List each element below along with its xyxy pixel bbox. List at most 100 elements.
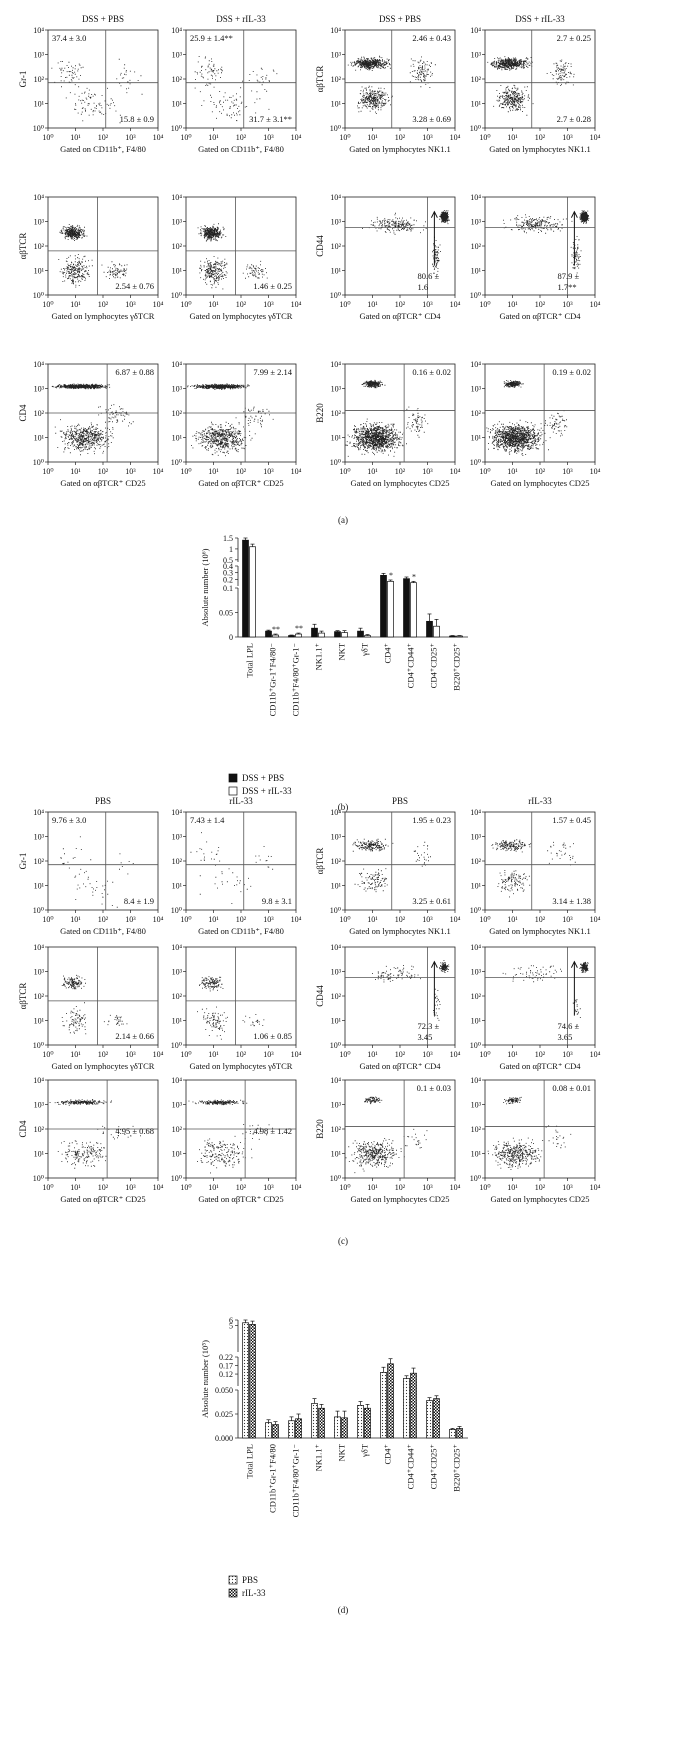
- x-tick-label: 10³: [562, 133, 573, 142]
- event-dots: [60, 836, 134, 908]
- category-label: CD4⁺CD44⁺: [406, 643, 416, 688]
- x-tick-label: 10³: [125, 467, 136, 476]
- x-tick-label: 10⁴: [153, 1183, 164, 1192]
- bar-series2: [249, 546, 256, 638]
- legend-swatch: [228, 1588, 238, 1598]
- x-tick-label: 10¹: [507, 915, 518, 924]
- y-tick-label: 10¹: [172, 1150, 183, 1159]
- category-label: CD11b⁺F4/80⁺Gr-1⁻: [291, 1444, 301, 1517]
- y-tick-label: 10⁴: [33, 360, 44, 369]
- annotation-lower: 87.9 ±: [558, 271, 580, 281]
- y-tick-label: 1: [229, 545, 233, 554]
- event-dots: [352, 838, 431, 893]
- x-tick-label: 10²: [236, 1050, 247, 1059]
- legend-label: rIL-33: [242, 1588, 266, 1598]
- y-tick-label: 10³: [331, 833, 342, 842]
- y-axis-label: αβTCR: [315, 848, 325, 875]
- y-tick-label: 10²: [331, 1125, 342, 1134]
- y-axis-label: Absolute number (10⁵): [200, 1340, 210, 1418]
- annotation-upper-right: 2.46 ± 0.43: [412, 33, 451, 43]
- annotation-lower: 1.6: [418, 282, 429, 292]
- x-axis-label: Gated on αβTCR⁺ CD25: [198, 478, 283, 488]
- x-tick-label: 10¹: [367, 300, 378, 309]
- y-axis-label: αβTCR: [18, 233, 28, 260]
- y-tick-label: 10⁴: [470, 943, 481, 952]
- x-tick-label: 10⁴: [450, 1050, 461, 1059]
- y-tick-label: 10¹: [34, 1150, 45, 1159]
- x-tick-label: 10¹: [208, 915, 219, 924]
- column-title: DSS + PBS: [379, 14, 421, 24]
- y-tick-label: 10²: [34, 409, 45, 418]
- y-tick-label: 0.17: [219, 1362, 233, 1371]
- x-tick-label: 10²: [395, 467, 406, 476]
- annotation-lower: 3.65: [558, 1032, 573, 1042]
- x-tick-label: 10⁰: [479, 915, 490, 924]
- y-tick-label: 5: [229, 1322, 233, 1331]
- y-tick-label: 0.025: [215, 1410, 233, 1419]
- x-tick-label: 10³: [422, 915, 433, 924]
- y-axis-label: αβTCR: [315, 66, 325, 93]
- bar-series1: [426, 620, 433, 638]
- x-tick-label: 10⁴: [450, 300, 461, 309]
- annotation-lower-right: 3.28 ± 0.69: [412, 114, 451, 124]
- x-tick-label: 10⁴: [450, 467, 461, 476]
- legend-label: DSS + PBS: [242, 773, 284, 783]
- x-tick-label: 10⁴: [590, 1050, 601, 1059]
- y-axis-label: CD4: [18, 1120, 28, 1138]
- x-tick-label: 10²: [236, 300, 247, 309]
- y-tick-label: 10³: [331, 1101, 342, 1110]
- y-tick-label: 10⁴: [33, 1076, 44, 1085]
- x-tick-label: 10⁴: [590, 915, 601, 924]
- x-tick-label: 10²: [535, 915, 546, 924]
- category-label: γδT: [360, 642, 370, 657]
- column-title: DSS + PBS: [82, 14, 124, 24]
- y-tick-label: 10²: [34, 75, 45, 84]
- x-tick-label: 10³: [562, 300, 573, 309]
- y-tick-label: 10⁰: [33, 124, 44, 133]
- annotation-right: 4.98 ± 1.42: [253, 1126, 292, 1136]
- bar-series1: [334, 631, 341, 638]
- x-tick-label: 10²: [395, 1183, 406, 1192]
- y-axis-label: CD44: [315, 235, 325, 257]
- column-title: rIL-33: [229, 796, 253, 806]
- bar-series2: [295, 1418, 302, 1439]
- x-tick-label: 10⁴: [590, 300, 601, 309]
- arrow-head: [570, 210, 578, 218]
- x-tick-label: 10⁰: [339, 1050, 350, 1059]
- x-tick-label: 10²: [98, 467, 109, 476]
- bar-series2: [364, 635, 371, 638]
- arrow-head: [430, 210, 438, 218]
- y-tick-label: 10⁴: [330, 360, 341, 369]
- x-tick-label: 10⁴: [153, 1050, 164, 1059]
- x-tick-label: 10⁰: [42, 1183, 53, 1192]
- y-tick-label: 10²: [331, 75, 342, 84]
- bar-series1: [357, 630, 364, 638]
- x-axis-label: Gated on αβTCR⁺ CD25: [60, 478, 145, 488]
- x-tick-label: 10⁴: [291, 915, 302, 924]
- event-dots: [188, 1099, 273, 1174]
- y-tick-label: 10⁴: [171, 193, 182, 202]
- y-tick-label: 10²: [471, 242, 482, 251]
- x-tick-label: 10³: [125, 133, 136, 142]
- annotation-upper-right: 1.57 ± 0.45: [552, 815, 591, 825]
- y-tick-label: 0.22: [219, 1353, 233, 1362]
- x-tick-label: 10⁰: [180, 1183, 191, 1192]
- x-tick-label: 10²: [395, 133, 406, 142]
- y-axis-label: CD4: [18, 404, 28, 422]
- y-axis-label: Gr-1: [18, 71, 28, 88]
- annotation-lower: 72.3 ±: [418, 1021, 440, 1031]
- category-label: CD4⁺: [383, 1444, 393, 1465]
- event-dots: [197, 976, 265, 1040]
- x-tick-label: 10²: [395, 1050, 406, 1059]
- annotation-upper-right: 2.7 ± 0.25: [557, 33, 591, 43]
- annotation-lower-right: 2.14 ± 0.66: [115, 1031, 154, 1041]
- y-tick-label: 0.05: [219, 609, 233, 618]
- y-tick-label: 0.000: [215, 1434, 233, 1443]
- category-label: NK1.1⁺: [314, 643, 324, 670]
- significance-mark: **: [272, 625, 280, 634]
